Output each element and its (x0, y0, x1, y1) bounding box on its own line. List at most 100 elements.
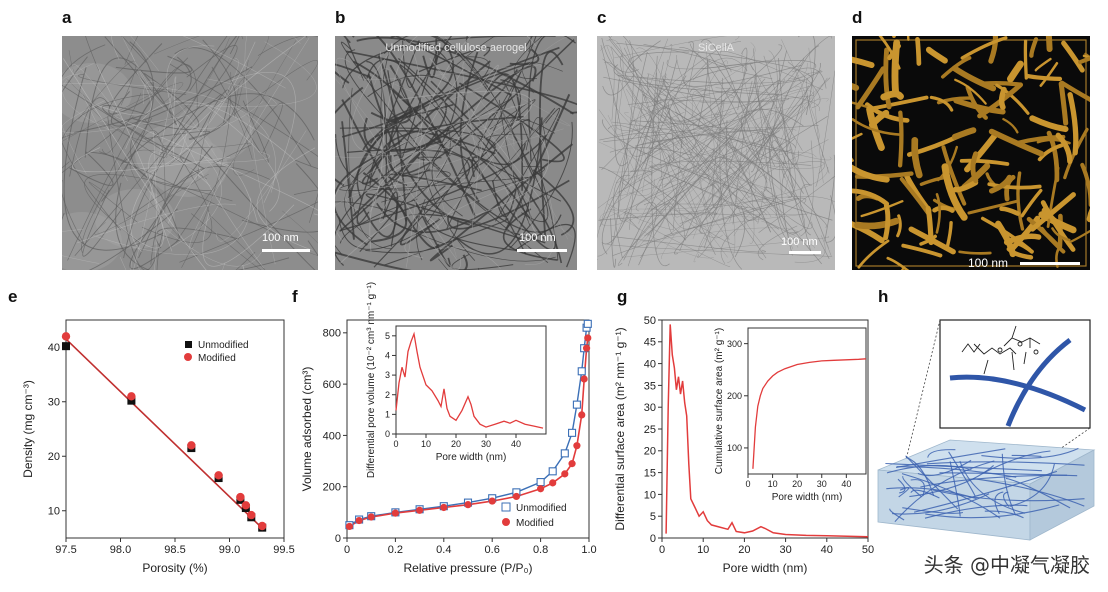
fiber-strand (345, 124, 501, 211)
chart-f-unmodified-point (577, 367, 586, 376)
fiber-strand (130, 36, 306, 253)
panel-c-tem-image: SiCellA 100 nm (597, 36, 835, 270)
chart-f-modified-point (512, 492, 521, 501)
fiber-strand (758, 176, 835, 234)
aerogel-strut (883, 47, 892, 110)
fiber-strand (647, 225, 731, 267)
chart-f-ytick-label: 600 (323, 379, 341, 391)
block-fiber (898, 487, 910, 498)
scale-bar-label-a: 100 nm (262, 232, 299, 244)
chart-g-inset-ytick-label: 100 (727, 443, 742, 453)
fiber-strand (623, 47, 654, 149)
panel-b-label: b (335, 8, 346, 27)
aerogel-strut (999, 206, 1020, 216)
chart-g-ytick-label: 50 (644, 315, 656, 327)
fiber-strand (344, 49, 549, 264)
chart-e-ytick-label: 20 (48, 451, 60, 463)
fiber-strand (396, 36, 575, 202)
fiber-strand (524, 190, 555, 265)
fiber-strand (413, 199, 451, 268)
chart-e-xtick-label: 99.5 (273, 544, 294, 556)
chart-f-legend-modified-marker (502, 518, 510, 526)
fiber-strand (608, 36, 784, 242)
fiber-strand (651, 41, 742, 101)
chart-e-xtick-label: 97.5 (55, 544, 76, 556)
fiber-strand (335, 78, 396, 178)
fiber-strand (165, 228, 262, 267)
aerogel-strut (1067, 92, 1079, 156)
block-fiber (1005, 477, 1071, 509)
fiber-strand (698, 74, 799, 251)
chart-f-inset-xtick-label: 20 (451, 439, 461, 449)
fiber-strand (413, 36, 537, 147)
chart-f-unmodified-point (463, 498, 473, 507)
fiber-strand (719, 157, 822, 265)
fiber-strand (130, 77, 176, 270)
fiber-strand (132, 72, 200, 130)
fiber-strand (635, 107, 670, 171)
block-fiber (902, 475, 922, 498)
fiber-strand (697, 58, 709, 127)
fiber-strand (121, 36, 159, 95)
fiber-strand (646, 208, 665, 232)
aerogel-strut (1016, 171, 1025, 231)
chart-e-ytick-label: 30 (48, 397, 60, 409)
fiber-strand (739, 76, 805, 180)
fiber-strand (429, 57, 542, 201)
aerogel-strut (1002, 117, 1019, 134)
fiber-strand (335, 251, 468, 270)
aerogel-strut (1016, 241, 1034, 254)
chart-f-modified-point (464, 501, 472, 509)
fiber-strand (764, 116, 796, 202)
fiber-strand (660, 97, 789, 103)
fiber-strand (600, 45, 615, 121)
chart-g-ytick-label: 0 (650, 533, 656, 545)
fiber-strand (125, 100, 296, 161)
chart-g-ytick-label: 35 (644, 380, 656, 392)
chart-e-modified-point (214, 471, 223, 480)
block-fiber (889, 508, 905, 521)
fiber-strand (630, 36, 832, 249)
fiber-strand (126, 144, 252, 220)
block-fiber (1011, 454, 1042, 457)
fiber-strand (800, 140, 814, 237)
fiber-strand (781, 39, 820, 140)
block-fiber (897, 478, 906, 494)
fiber-strand (597, 112, 738, 209)
fiber-strand (612, 211, 714, 259)
fiber-strand (616, 106, 805, 184)
fiber-strand (733, 208, 772, 236)
fiber-strand (703, 77, 757, 249)
fiber-strand (451, 254, 514, 270)
block-fiber (1001, 453, 1017, 516)
fiber-strand (169, 63, 318, 170)
aerogel-strut (998, 86, 1007, 110)
fiber-strand (697, 77, 828, 258)
fiber-strand (413, 200, 535, 235)
fiber-strand (618, 51, 648, 222)
chart-f-xtick-label: 0.6 (485, 544, 500, 556)
aerogel-strut (982, 80, 1023, 87)
chart-e-modified-point (241, 501, 251, 510)
fiber-strand (687, 214, 807, 229)
panel-f-label: f (292, 287, 298, 306)
scale-bar-label-d: 100 nm (968, 256, 1009, 270)
scale-bar-label-c: 100 nm (781, 236, 818, 248)
panel-d-3d-reconstruction: 100 nm (852, 36, 1090, 270)
fiber-strand (788, 62, 808, 79)
fiber-strand (607, 125, 756, 211)
panel-b-tem-image: Unmodified cellulose aerogel 100 nm (335, 36, 577, 270)
fiber-strand (62, 84, 207, 180)
chart-g-plot-frame (661, 319, 869, 539)
fiber-strand (229, 72, 296, 204)
fiber-strand (233, 40, 297, 176)
fiber-strand (610, 218, 617, 268)
aerogel-strut (1069, 229, 1090, 243)
fiber-strand (650, 160, 812, 168)
block-fiber (910, 479, 925, 497)
fiber-strand (428, 102, 525, 144)
aerogel-strut (935, 193, 941, 234)
chart-e-xtick-label: 98.5 (164, 544, 185, 556)
fiber-strand (426, 49, 571, 127)
chart-f-inset-ytick-label: 4 (385, 351, 390, 361)
